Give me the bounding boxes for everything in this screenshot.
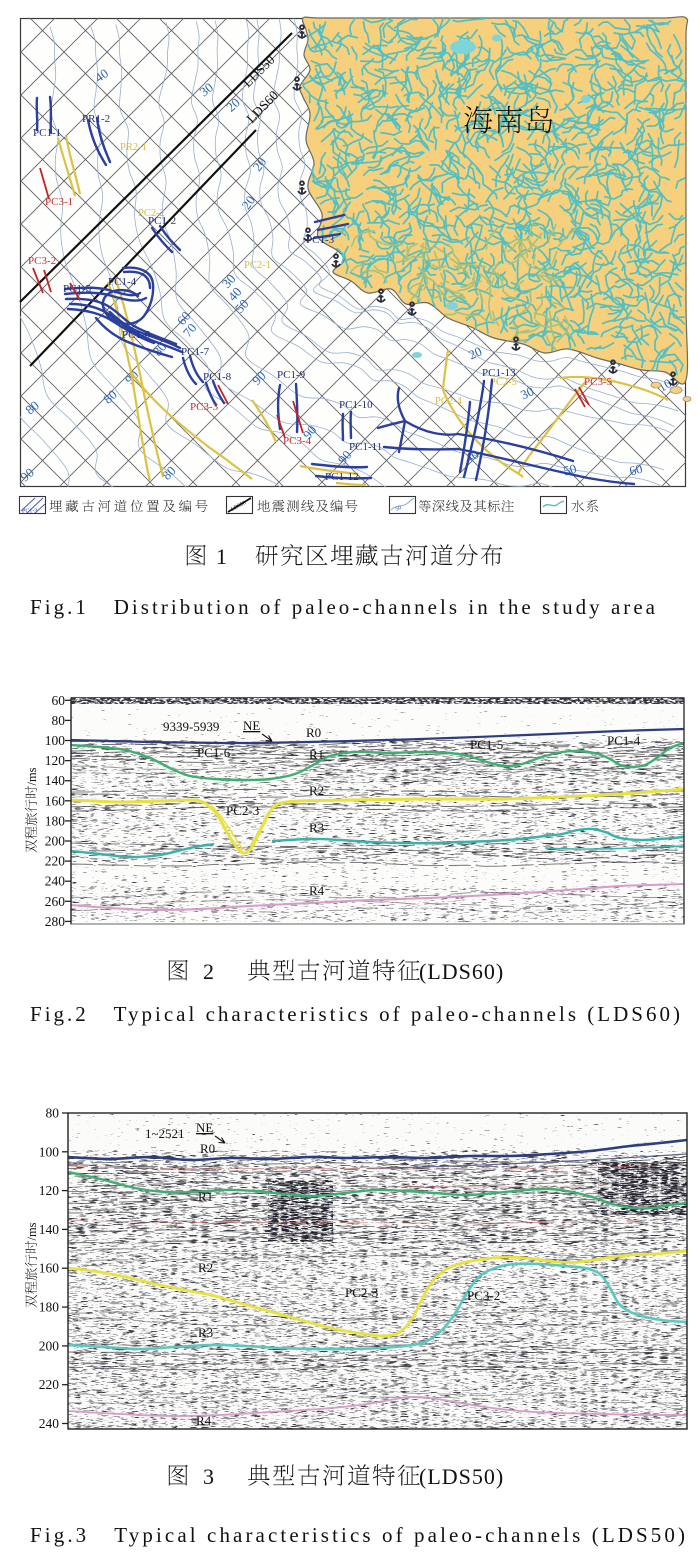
svg-text:2: 2 bbox=[203, 959, 214, 984]
svg-text:10: 10 bbox=[655, 375, 674, 394]
svg-text:280: 280 bbox=[45, 914, 66, 929]
svg-text:220: 220 bbox=[39, 1377, 60, 1392]
svg-text:160: 160 bbox=[39, 1261, 60, 1276]
svg-text:PR2-1: PR2-1 bbox=[120, 142, 147, 153]
svg-text:80: 80 bbox=[52, 713, 66, 728]
svg-text:Fig.1 Distribution of paleo-: Fig.1 Distribution of paleo-channels in … bbox=[30, 595, 656, 619]
svg-text:120: 120 bbox=[45, 753, 66, 768]
svg-text:1: 1 bbox=[216, 544, 227, 569]
svg-text:PC1-3: PC1-3 bbox=[22, 509, 37, 515]
svg-text:20: 20 bbox=[466, 343, 484, 362]
svg-text:/ms: /ms bbox=[25, 1222, 39, 1240]
svg-text:30: 30 bbox=[518, 383, 536, 402]
svg-text:220: 220 bbox=[45, 854, 66, 869]
svg-text:160: 160 bbox=[45, 793, 66, 808]
svg-text:PC1-12: PC1-12 bbox=[325, 471, 359, 483]
svg-text:PC1-3: PC1-3 bbox=[306, 234, 335, 246]
svg-text:200: 200 bbox=[39, 1338, 60, 1353]
svg-text:Fig.3 Typical characteristic: Fig.3 Typical characteristics of paleo-c… bbox=[30, 1523, 685, 1547]
svg-text:PC1-10: PC1-10 bbox=[339, 399, 373, 411]
svg-text:PC1-6: PC1-6 bbox=[197, 745, 231, 760]
svg-text:PC2-5: PC2-5 bbox=[490, 377, 517, 388]
svg-text:PC2-3: PC2-3 bbox=[226, 803, 259, 818]
svg-text:PC2-1: PC2-1 bbox=[244, 260, 271, 271]
svg-text:PC1-4: PC1-4 bbox=[607, 733, 641, 748]
svg-text:PC2-4: PC2-4 bbox=[435, 396, 463, 407]
svg-text:R3: R3 bbox=[309, 820, 324, 835]
svg-text:R0: R0 bbox=[200, 1141, 215, 1156]
svg-text:120: 120 bbox=[39, 1183, 60, 1198]
svg-text:60: 60 bbox=[628, 461, 644, 479]
svg-text:PC3-4: PC3-4 bbox=[283, 435, 312, 447]
svg-text:PC3-3: PC3-3 bbox=[190, 401, 219, 413]
svg-text:140: 140 bbox=[45, 773, 66, 788]
svg-text:50: 50 bbox=[395, 505, 403, 513]
svg-text:PC1-5: PC1-5 bbox=[63, 283, 92, 295]
svg-text:PC1-2: PC1-2 bbox=[148, 215, 176, 227]
svg-text:60: 60 bbox=[52, 693, 66, 708]
svg-text:PC3-2: PC3-2 bbox=[28, 255, 56, 267]
svg-text:PC1-11: PC1-11 bbox=[349, 441, 382, 453]
svg-text:PC1-4: PC1-4 bbox=[108, 276, 137, 288]
svg-text:PC1-8: PC1-8 bbox=[203, 371, 232, 383]
svg-text:3: 3 bbox=[203, 1464, 214, 1489]
svg-text:Fig.2 Typical characteristic: Fig.2 Typical characteristics of paleo-c… bbox=[30, 1002, 680, 1026]
svg-text:180: 180 bbox=[39, 1300, 60, 1315]
svg-text:PC1-7: PC1-7 bbox=[181, 346, 210, 358]
svg-text:200: 200 bbox=[45, 834, 66, 849]
svg-text:240: 240 bbox=[45, 874, 66, 889]
svg-text:100: 100 bbox=[45, 733, 66, 748]
svg-text:100: 100 bbox=[39, 1144, 60, 1159]
svg-text:PC1-5: PC1-5 bbox=[470, 737, 503, 752]
svg-text:9339-5939: 9339-5939 bbox=[163, 719, 219, 734]
svg-text:PR1-2: PR1-2 bbox=[82, 113, 110, 125]
svg-text:PC1-1: PC1-1 bbox=[33, 127, 61, 139]
svg-text:R4: R4 bbox=[309, 883, 325, 898]
svg-text:R3: R3 bbox=[198, 1325, 213, 1340]
svg-text:R2: R2 bbox=[198, 1260, 213, 1275]
svg-text:PC2-2: PC2-2 bbox=[138, 208, 165, 219]
svg-text:R2: R2 bbox=[309, 783, 324, 798]
svg-text:PC1-6: PC1-6 bbox=[122, 329, 151, 341]
svg-text:R4: R4 bbox=[196, 1413, 212, 1428]
svg-text:PC2-3: PC2-3 bbox=[345, 1285, 378, 1300]
svg-text:80: 80 bbox=[46, 1106, 60, 1121]
svg-text:R1: R1 bbox=[309, 747, 324, 762]
svg-text:PC3-5: PC3-5 bbox=[584, 376, 613, 388]
svg-text:NE: NE bbox=[196, 1120, 213, 1135]
svg-text:140: 140 bbox=[39, 1222, 60, 1237]
svg-text:PC1-13: PC1-13 bbox=[482, 367, 516, 379]
svg-text:1~2521: 1~2521 bbox=[145, 1126, 185, 1141]
svg-text:(LDS60): (LDS60) bbox=[419, 959, 504, 984]
svg-text:240: 240 bbox=[39, 1416, 60, 1431]
svg-text:NE: NE bbox=[243, 718, 260, 733]
svg-text:/ms: /ms bbox=[25, 767, 39, 785]
svg-text:260: 260 bbox=[45, 894, 66, 909]
svg-text:180: 180 bbox=[45, 813, 66, 828]
svg-text:R1: R1 bbox=[198, 1189, 213, 1204]
svg-text:PC3-1: PC3-1 bbox=[45, 196, 73, 208]
svg-text:R0: R0 bbox=[306, 725, 321, 740]
svg-text:PC1-9: PC1-9 bbox=[277, 369, 306, 381]
svg-text:(LDS50): (LDS50) bbox=[419, 1464, 504, 1489]
svg-text:PC3-2: PC3-2 bbox=[467, 1288, 500, 1303]
